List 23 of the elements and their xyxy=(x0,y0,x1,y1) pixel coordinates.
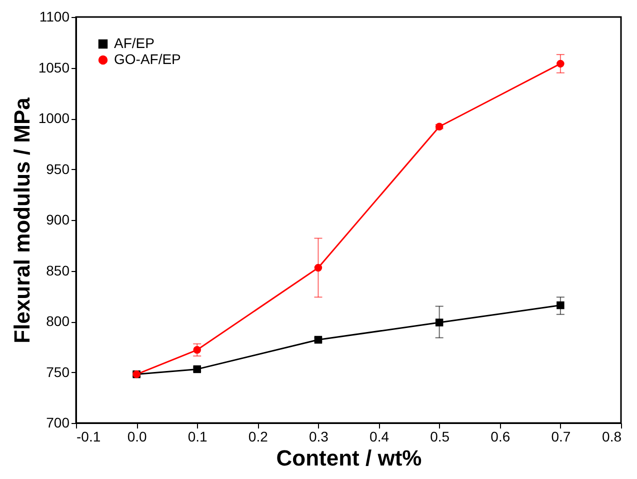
x-tick-label: 0.6 xyxy=(490,428,510,444)
x-tick-label: 0.1 xyxy=(188,428,208,444)
legend-label: GO-AF/EP xyxy=(114,51,181,67)
x-tick-label: 0.2 xyxy=(248,428,268,444)
y-tick-label: 900 xyxy=(46,212,70,228)
x-axis-title: Content / wt% xyxy=(276,446,422,470)
y-tick-label: 800 xyxy=(46,313,70,329)
y-tick-label: 1000 xyxy=(38,110,70,126)
y-tick-label: 850 xyxy=(46,262,70,278)
x-tick-label: 0.8 xyxy=(602,428,622,444)
x-tick-label: 0.7 xyxy=(551,428,571,444)
x-tick-label: 0.3 xyxy=(308,428,329,444)
y-tick-label: 750 xyxy=(46,364,70,380)
x-tick-label: -0.1 xyxy=(76,428,101,444)
x-tick-label: 0.0 xyxy=(127,428,147,444)
x-tick-label: 0.5 xyxy=(430,428,450,444)
x-tick-label: 0.4 xyxy=(370,428,390,444)
y-tick-label: 950 xyxy=(46,160,70,177)
y-axis-title: Flexural modulus / MPa xyxy=(9,96,34,344)
y-tick-label: 1050 xyxy=(38,59,70,76)
y-tick-label: 1100 xyxy=(39,8,70,24)
legend-label: AF/EP xyxy=(114,35,154,51)
y-tick-label: 700 xyxy=(46,414,70,430)
